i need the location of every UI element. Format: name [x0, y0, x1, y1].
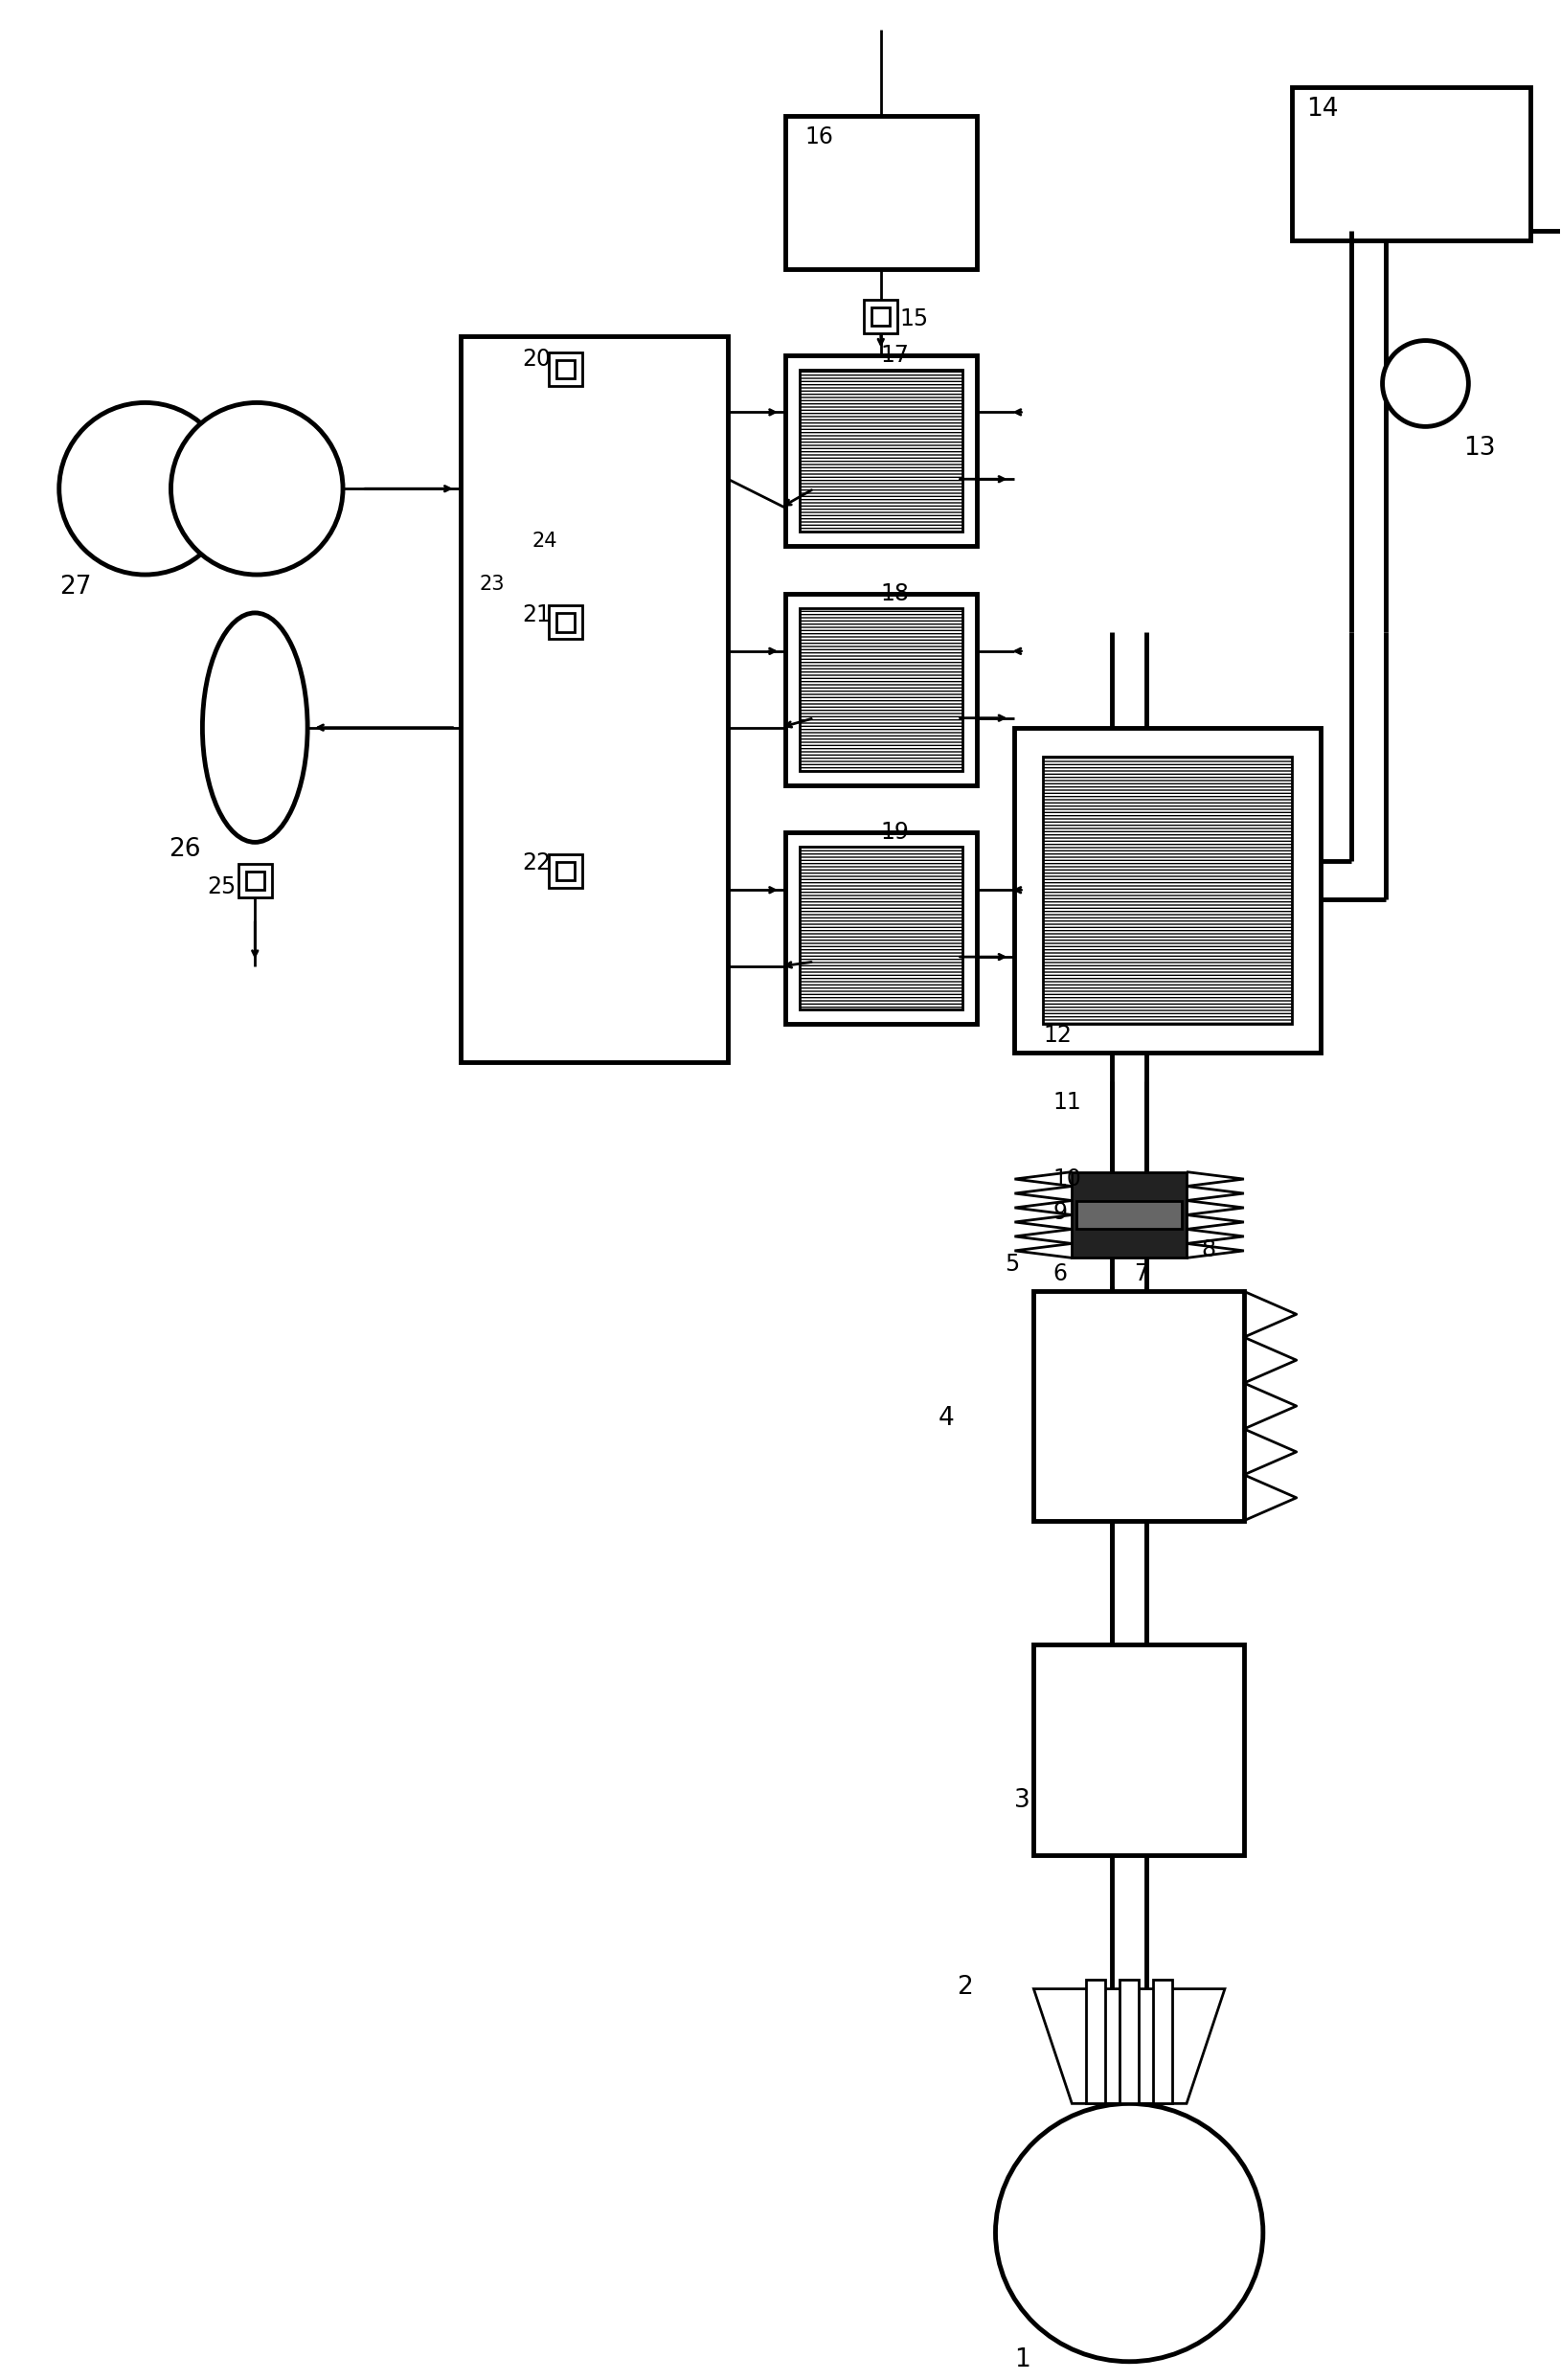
Text: 11: 11: [1052, 1090, 1080, 1114]
Bar: [1033, 1645, 1243, 1854]
Text: 25: 25: [208, 876, 236, 900]
Text: 2: 2: [957, 1975, 973, 1999]
Bar: [1071, 1171, 1186, 1259]
Text: 15: 15: [899, 307, 929, 331]
Text: 10: 10: [1052, 1166, 1080, 1190]
Text: 13: 13: [1463, 436, 1495, 462]
Text: 22: 22: [523, 852, 551, 876]
Circle shape: [1381, 340, 1467, 426]
Text: 5: 5: [1004, 1254, 1019, 1276]
Circle shape: [170, 402, 343, 574]
Ellipse shape: [203, 614, 308, 843]
Bar: [785, 833, 976, 1023]
Bar: [871, 307, 890, 326]
Text: 9: 9: [1052, 1200, 1066, 1223]
Text: 21: 21: [523, 605, 551, 626]
Bar: [785, 355, 976, 545]
Bar: [556, 862, 574, 881]
Bar: [799, 609, 962, 771]
Bar: [556, 359, 574, 378]
Text: 17: 17: [880, 343, 909, 367]
Text: 3: 3: [1015, 1787, 1030, 1814]
Ellipse shape: [994, 2104, 1263, 2361]
Bar: [785, 593, 976, 785]
Bar: [460, 336, 727, 1061]
Circle shape: [59, 402, 231, 574]
Bar: [548, 854, 582, 888]
Text: 4: 4: [938, 1407, 954, 1430]
Text: 20: 20: [523, 347, 551, 371]
Bar: [799, 369, 962, 531]
Text: 6: 6: [1052, 1264, 1066, 1285]
Bar: [1085, 1980, 1105, 2104]
Text: 16: 16: [804, 126, 832, 148]
Bar: [548, 352, 582, 386]
Bar: [1119, 1980, 1138, 2104]
Text: 12: 12: [1043, 1023, 1071, 1047]
Bar: [1033, 1292, 1243, 1521]
Bar: [1291, 88, 1530, 240]
Text: 14: 14: [1305, 98, 1338, 121]
Bar: [863, 300, 898, 333]
Text: 18: 18: [880, 583, 909, 605]
Bar: [556, 614, 574, 631]
Bar: [1076, 1200, 1182, 1228]
Polygon shape: [1033, 1990, 1224, 2104]
Bar: [1015, 728, 1319, 1052]
Text: 1: 1: [1015, 2347, 1030, 2373]
Bar: [1043, 757, 1291, 1023]
Text: 23: 23: [479, 574, 504, 595]
Bar: [799, 847, 962, 1009]
Text: 27: 27: [59, 574, 91, 600]
Text: 26: 26: [169, 838, 201, 862]
Bar: [1152, 1980, 1171, 2104]
Text: 8: 8: [1200, 1238, 1214, 1261]
Bar: [548, 607, 582, 640]
Bar: [245, 871, 264, 890]
Text: 19: 19: [880, 821, 909, 845]
Bar: [785, 117, 976, 269]
Text: 24: 24: [532, 531, 557, 550]
Text: 7: 7: [1133, 1264, 1147, 1285]
Bar: [239, 864, 272, 897]
